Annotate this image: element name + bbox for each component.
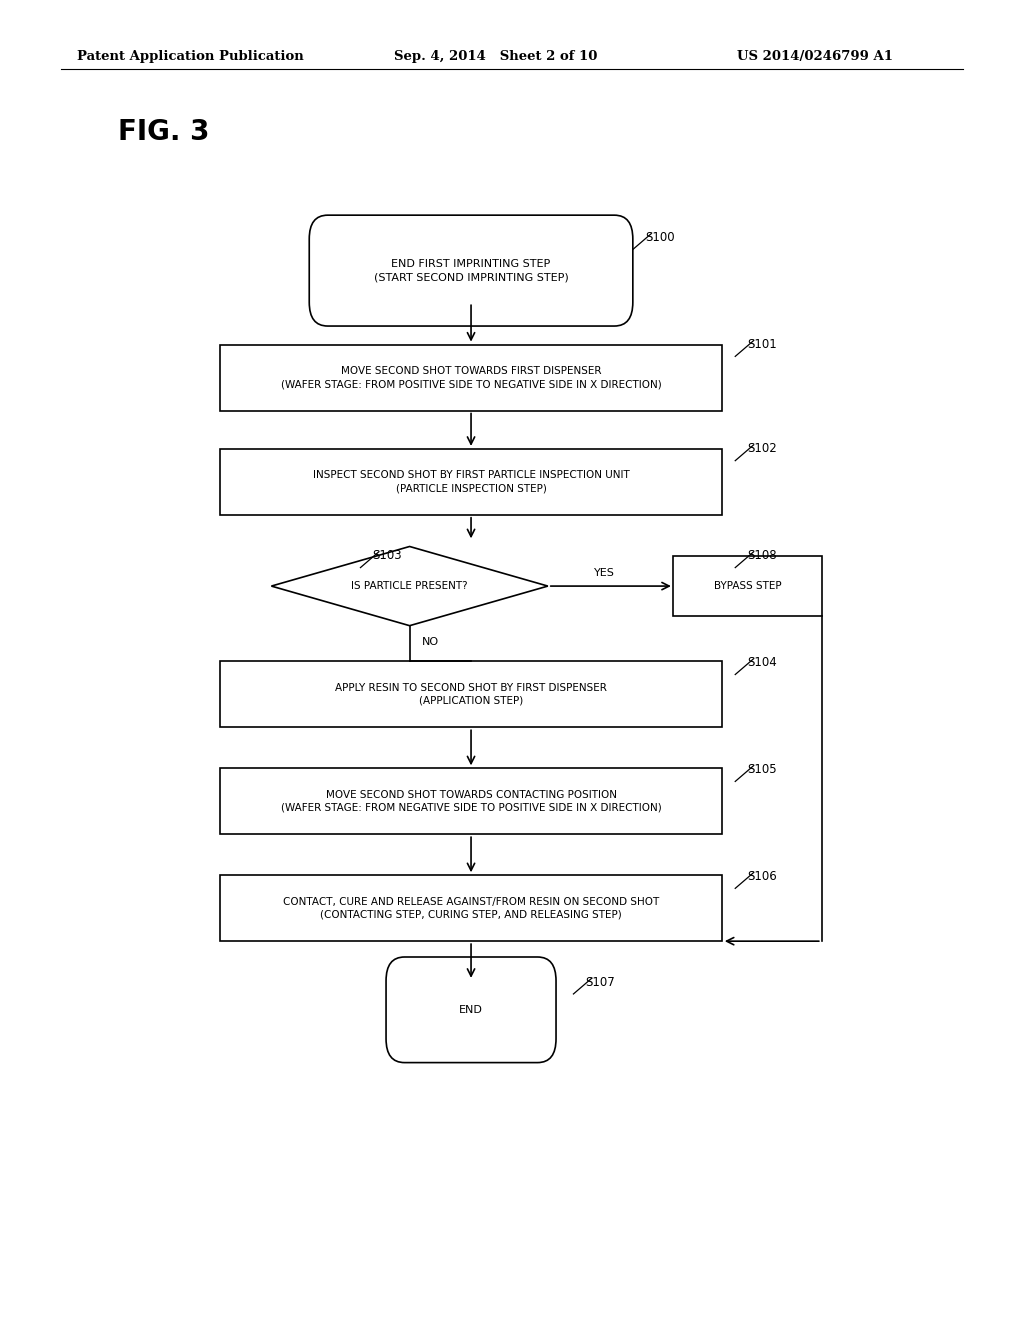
FancyBboxPatch shape bbox=[220, 449, 722, 515]
Text: S108: S108 bbox=[748, 549, 777, 562]
FancyBboxPatch shape bbox=[220, 875, 722, 941]
Text: YES: YES bbox=[594, 568, 614, 578]
Text: MOVE SECOND SHOT TOWARDS FIRST DISPENSER
(WAFER STAGE: FROM POSITIVE SIDE TO NEG: MOVE SECOND SHOT TOWARDS FIRST DISPENSER… bbox=[281, 366, 662, 389]
Text: S100: S100 bbox=[645, 231, 675, 244]
FancyBboxPatch shape bbox=[220, 345, 722, 411]
Text: S102: S102 bbox=[748, 442, 777, 455]
FancyBboxPatch shape bbox=[220, 661, 722, 727]
FancyBboxPatch shape bbox=[220, 768, 722, 834]
Text: NO: NO bbox=[422, 636, 438, 647]
Polygon shape bbox=[271, 546, 548, 626]
Text: APPLY RESIN TO SECOND SHOT BY FIRST DISPENSER
(APPLICATION STEP): APPLY RESIN TO SECOND SHOT BY FIRST DISP… bbox=[335, 682, 607, 706]
FancyBboxPatch shape bbox=[674, 556, 821, 616]
Text: FIG. 3: FIG. 3 bbox=[118, 117, 209, 147]
Text: Sep. 4, 2014   Sheet 2 of 10: Sep. 4, 2014 Sheet 2 of 10 bbox=[394, 50, 598, 63]
Text: MOVE SECOND SHOT TOWARDS CONTACTING POSITION
(WAFER STAGE: FROM NEGATIVE SIDE TO: MOVE SECOND SHOT TOWARDS CONTACTING POSI… bbox=[281, 789, 662, 813]
FancyBboxPatch shape bbox=[386, 957, 556, 1063]
Text: END FIRST IMPRINTING STEP
(START SECOND IMPRINTING STEP): END FIRST IMPRINTING STEP (START SECOND … bbox=[374, 259, 568, 282]
Text: S101: S101 bbox=[748, 338, 777, 351]
Text: END: END bbox=[459, 1005, 483, 1015]
Text: INSPECT SECOND SHOT BY FIRST PARTICLE INSPECTION UNIT
(PARTICLE INSPECTION STEP): INSPECT SECOND SHOT BY FIRST PARTICLE IN… bbox=[312, 470, 630, 494]
Text: S106: S106 bbox=[748, 870, 777, 883]
Text: S103: S103 bbox=[373, 549, 402, 562]
Text: S105: S105 bbox=[748, 763, 777, 776]
Text: US 2014/0246799 A1: US 2014/0246799 A1 bbox=[737, 50, 893, 63]
Text: Patent Application Publication: Patent Application Publication bbox=[77, 50, 303, 63]
Text: CONTACT, CURE AND RELEASE AGAINST/FROM RESIN ON SECOND SHOT
(CONTACTING STEP, CU: CONTACT, CURE AND RELEASE AGAINST/FROM R… bbox=[283, 896, 659, 920]
Text: S107: S107 bbox=[586, 975, 615, 989]
Text: BYPASS STEP: BYPASS STEP bbox=[714, 581, 781, 591]
FancyBboxPatch shape bbox=[309, 215, 633, 326]
Text: IS PARTICLE PRESENT?: IS PARTICLE PRESENT? bbox=[351, 581, 468, 591]
Text: S104: S104 bbox=[748, 656, 777, 669]
